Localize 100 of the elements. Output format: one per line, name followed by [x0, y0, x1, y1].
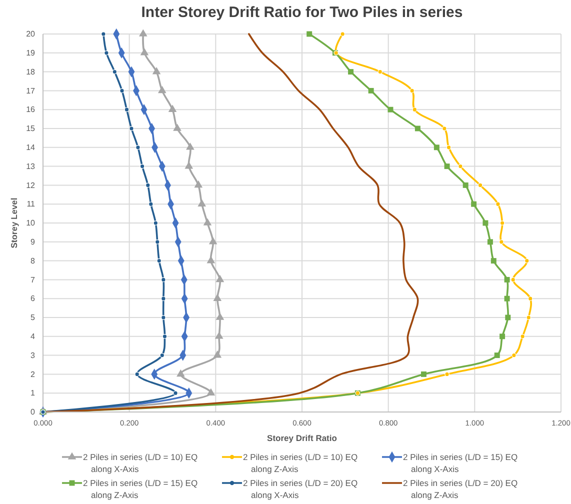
- point: [101, 32, 106, 36]
- y-tick-label: 10: [26, 218, 36, 228]
- point: [524, 258, 530, 264]
- point: [104, 50, 109, 56]
- point: [462, 182, 468, 188]
- y-tick-label: 0: [30, 408, 36, 417]
- point: [203, 218, 212, 226]
- point: [500, 334, 506, 340]
- point: [410, 88, 414, 94]
- point: [306, 31, 312, 37]
- y-tick-label: 17: [26, 86, 36, 96]
- legend-label: 2 Piles in series (L/D = 20) EQ along Z-Axis: [403, 478, 518, 500]
- point: [368, 88, 374, 94]
- point: [412, 107, 418, 112]
- point: [160, 352, 165, 358]
- point: [161, 315, 166, 320]
- chart-title: Inter Storey Drift Ratio for Two Piles in series: [141, 4, 463, 21]
- point: [168, 104, 177, 112]
- legend-label: 2 Piles in series (L/D = 15) EQ along X-Axis: [403, 452, 518, 474]
- y-tick-label: 20: [26, 30, 36, 39]
- point: [154, 239, 160, 244]
- point: [528, 296, 533, 302]
- point: [414, 126, 420, 132]
- point: [340, 32, 345, 36]
- point: [134, 372, 140, 377]
- point: [505, 314, 511, 320]
- point: [520, 334, 525, 339]
- point: [504, 296, 510, 302]
- point: [487, 239, 493, 245]
- point: [186, 142, 194, 150]
- point: [156, 258, 162, 264]
- y-tick-label: 16: [26, 105, 36, 114]
- y-tick-label: 1: [30, 388, 36, 398]
- legend-label: 2 Piles in series (L/D = 10) EQ along Z-Axis: [243, 452, 358, 474]
- point: [213, 294, 222, 302]
- point: [112, 69, 118, 74]
- legend-label: 2 Piles in series (L/D = 15) EQ along Z-Axis: [83, 478, 198, 500]
- point: [348, 69, 354, 75]
- point: [145, 182, 150, 188]
- point: [152, 66, 161, 74]
- point: [162, 334, 168, 339]
- point: [206, 388, 216, 396]
- point: [494, 352, 500, 358]
- point: [420, 371, 426, 377]
- y-tick-label: 12: [26, 180, 36, 190]
- point: [176, 369, 185, 377]
- y-axis-title: Storey Level: [9, 198, 19, 248]
- point: [216, 274, 224, 282]
- y-tick-label: 18: [26, 67, 36, 76]
- point: [444, 164, 450, 170]
- point: [153, 220, 158, 226]
- point: [138, 29, 148, 36]
- y-tick-label: 13: [26, 162, 36, 171]
- point: [500, 220, 505, 226]
- point: [194, 180, 203, 188]
- y-tick-label: 9: [30, 237, 36, 246]
- y-tick-label: 11: [26, 200, 36, 209]
- legend-label: 2 Piles in series (L/D = 20) EQ along X-Axis: [243, 478, 358, 500]
- point: [512, 352, 516, 358]
- point: [136, 144, 140, 150]
- point: [161, 277, 166, 282]
- point: [173, 390, 178, 396]
- point: [499, 239, 504, 244]
- y-tick-label: 19: [26, 48, 36, 58]
- point: [444, 372, 450, 377]
- y-tick-label: 7: [30, 275, 36, 284]
- point: [496, 202, 500, 207]
- y-tick-label: 8: [30, 256, 36, 266]
- point: [471, 201, 477, 207]
- point: [198, 199, 206, 207]
- point: [124, 107, 130, 112]
- point: [490, 258, 496, 264]
- point: [526, 315, 532, 320]
- point: [446, 144, 452, 150]
- point: [216, 312, 224, 320]
- point: [458, 164, 463, 169]
- point: [161, 296, 166, 302]
- point: [442, 126, 447, 131]
- point: [434, 144, 440, 150]
- point: [213, 350, 222, 358]
- y-tick-label: 6: [30, 294, 36, 304]
- point: [478, 182, 483, 188]
- point: [208, 237, 218, 244]
- point: [214, 332, 224, 339]
- y-tick-label: 2: [30, 370, 36, 379]
- point: [120, 88, 124, 94]
- point: [482, 220, 488, 226]
- point: [504, 276, 510, 282]
- y-tick-label: 14: [26, 142, 36, 152]
- point: [173, 124, 182, 131]
- point: [158, 86, 166, 94]
- point: [129, 126, 134, 131]
- y-tick-label: 15: [26, 124, 36, 134]
- point: [148, 202, 154, 207]
- y-tick-label: 4: [30, 332, 36, 341]
- y-tick-label: 5: [30, 313, 36, 322]
- point: [510, 277, 516, 282]
- point: [140, 164, 145, 169]
- x-axis-title: Storey Drift Ratio: [267, 433, 337, 443]
- y-tick-label: 3: [30, 350, 36, 360]
